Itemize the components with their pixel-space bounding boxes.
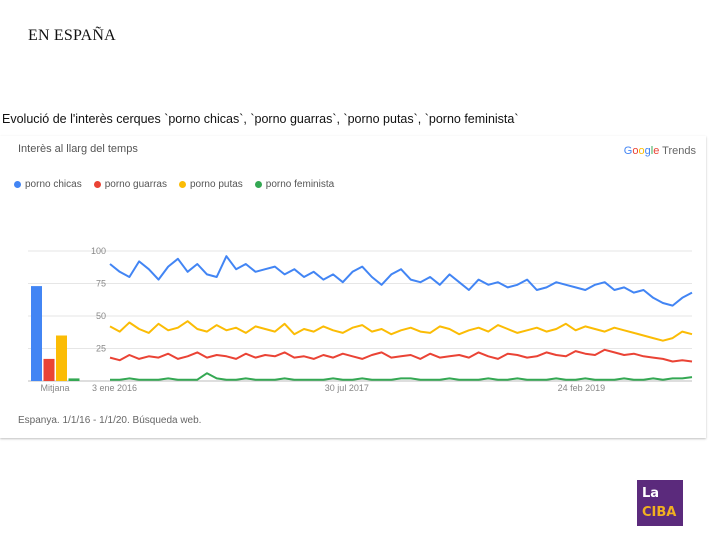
y-tick-label: 100 [91, 246, 106, 256]
chart-legend: porno chicas porno guarras porno putas p… [14, 179, 334, 190]
google-trends-logo: Google Trends [623, 145, 696, 157]
series-line [110, 372, 693, 381]
legend-label: porno guarras [104, 179, 167, 190]
trends-card: Interès al llarg del temps Google Trends… [0, 136, 706, 438]
legend-item[interactable]: porno chicas [14, 179, 82, 190]
series-line [109, 348, 693, 363]
legend-dot-icon [93, 181, 101, 188]
x-tick-label: 3 ene 2016 [92, 383, 137, 393]
legend-dot-icon [254, 181, 262, 188]
legend-dot-icon [14, 181, 21, 188]
legend-item[interactable]: porno putas [178, 179, 243, 190]
average-bar [31, 286, 42, 381]
y-tick-label: 50 [96, 311, 106, 321]
y-tick-label: 25 [96, 344, 106, 354]
slide-title: EN ESPAÑA [28, 27, 116, 44]
average-label: Mitjana [40, 383, 69, 393]
legend-label: porno chicas [25, 179, 82, 190]
average-bar [43, 358, 55, 381]
series-line [109, 255, 693, 307]
legend-item[interactable]: porno feminista [254, 179, 335, 190]
x-tick-label: 30 jul 2017 [325, 383, 369, 393]
average-bar [68, 378, 80, 381]
x-tick-label: 24 feb 2019 [558, 383, 606, 393]
series-line [109, 320, 693, 342]
trends-chart: 25 50 75 100 Mitjana 3 ene 2016 30 jul 2017 24 … [28, 246, 693, 393]
figure-title: Evolució de l'interès cerques `porno chi… [2, 112, 519, 126]
legend-label: porno feminista [265, 179, 335, 190]
legend-item[interactable]: porno guarras [93, 179, 167, 190]
y-tick-label: 75 [96, 279, 106, 289]
average-bar [56, 335, 67, 381]
legend-dot-icon [178, 181, 186, 188]
chart-subtitle: Interès al llarg del temps [18, 143, 138, 155]
la-ciba-logo: La CIBA [637, 480, 683, 526]
chart-footnote: Espanya. 1/1/16 - 1/1/20. Búsqueda web. [18, 415, 202, 426]
legend-label: porno putas [189, 179, 243, 190]
